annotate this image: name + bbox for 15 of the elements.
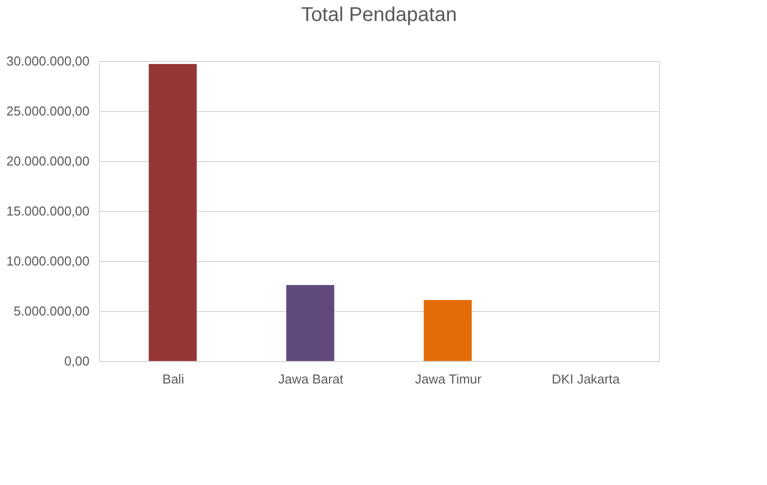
x-tick-label: Jawa Barat	[278, 372, 344, 386]
y-tick-label: 15.000.000,00	[6, 204, 90, 218]
y-tick-label: 20.000.000,00	[6, 154, 90, 168]
x-tick-label: Jawa Timur	[415, 372, 482, 386]
x-tick-label: DKI Jakarta	[552, 372, 620, 386]
y-tick-label: 10.000.000,00	[6, 254, 90, 268]
bar	[286, 285, 334, 361]
bar	[424, 300, 472, 361]
y-tick-label: 5.000.000,00	[14, 304, 90, 318]
bar	[148, 64, 197, 361]
y-tick-label: 30.000.000,00	[6, 54, 90, 68]
y-tick-label: 25.000.000,00	[6, 104, 90, 118]
chart-title: Total Pendapatan	[301, 4, 457, 26]
x-tick-label: Bali	[162, 372, 184, 386]
y-tick-label: 0,00	[64, 354, 90, 368]
